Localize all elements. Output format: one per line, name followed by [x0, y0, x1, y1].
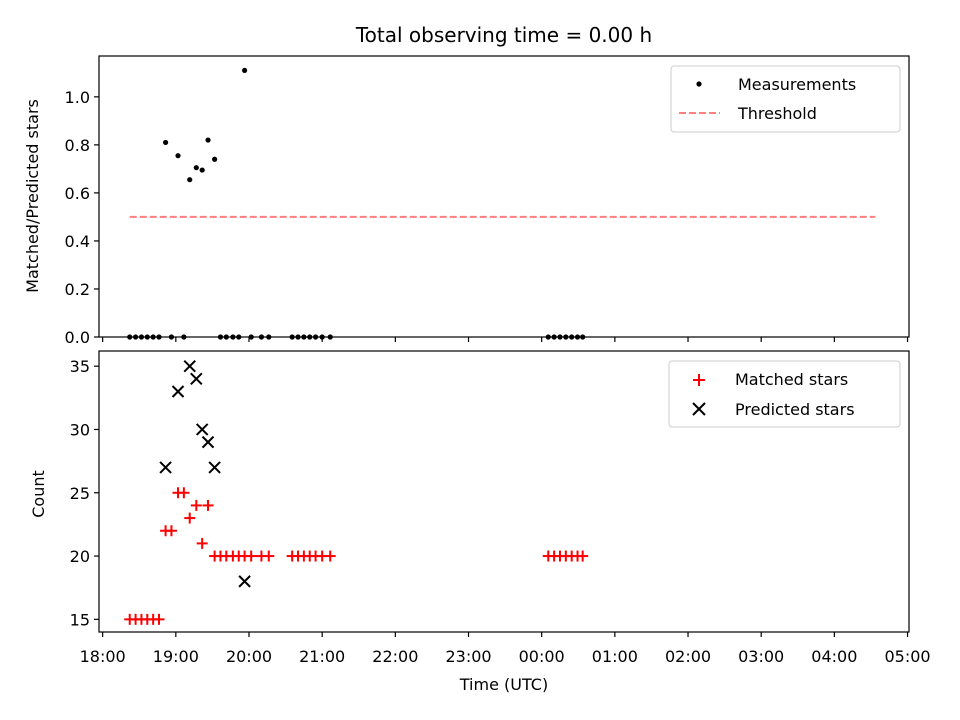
bottom-axes-frame: [98, 350, 910, 633]
legend-matched-label: Matched stars: [735, 370, 848, 389]
bottom-y-axis-label: Count: [29, 470, 48, 518]
matched-stars-point: [153, 613, 165, 625]
x-tick-label-2: 20:00: [226, 647, 272, 666]
x-tick-label-11: 05:00: [884, 647, 930, 666]
bottom-y-tick-label-0: 15: [70, 610, 90, 629]
predicted-stars-point: [190, 372, 203, 386]
top-legend-box: [670, 65, 901, 133]
bottom-y-tick-label-2: 25: [70, 484, 90, 503]
legend-predicted-marker: [692, 402, 706, 416]
top-y-tick-label-1: 0.2: [65, 280, 90, 299]
top-series-0: [127, 67, 586, 340]
matched-stars-point: [165, 525, 177, 537]
matched-stars-point: [196, 537, 208, 549]
measurement-point: [162, 139, 169, 146]
legend-measurements-marker: [696, 81, 702, 87]
matched-stars-point: [263, 550, 275, 562]
predicted-stars-point: [171, 385, 185, 398]
x-tick-label-6: 00:00: [519, 647, 565, 666]
bottom-legend: Matched stars Predicted stars: [668, 360, 901, 428]
x-tick-label-7: 01:00: [592, 647, 638, 666]
matched-stars-point: [324, 550, 336, 562]
matched-stars-point: [245, 550, 257, 562]
predicted-stars-point: [238, 575, 251, 588]
top-y-axis-label: Matched/Predicted stars: [23, 99, 42, 293]
top-y-tick-label-4: 0.8: [65, 136, 90, 155]
x-tick-label-5: 23:00: [445, 647, 491, 666]
x-tick-label-1: 19:00: [153, 647, 199, 666]
bottom-series-0: [124, 487, 589, 625]
predicted-stars-point: [195, 423, 209, 436]
x-tick-label-4: 22:00: [372, 647, 418, 666]
measurement-point: [187, 177, 193, 183]
predicted-stars-point: [159, 461, 172, 474]
predicted-stars-point: [208, 461, 221, 474]
measurement-point: [199, 167, 205, 173]
bottom-panel: 18:00 19:00 20:00 21:00 22:00 23:00 00:00 01:00…: [29, 350, 931, 694]
top-axes-frame: [98, 55, 910, 338]
measurement-point: [175, 153, 181, 159]
legend-measurements-label: Measurements: [738, 75, 856, 94]
bottom-y-tick-label-4: 35: [70, 357, 90, 376]
bottom-plot-area: 18:00 19:00 20:00 21:00 22:00 23:00 00:00 01:00…: [70, 357, 931, 666]
matched-stars-point: [190, 499, 202, 511]
measurement-point: [193, 165, 199, 171]
top-panel: 0.0 0.2 0.4 0.6 0.8 1.0 Matched/Predicted sta…: [23, 55, 910, 347]
measurement-point: [242, 67, 248, 74]
top-y-tick-label-0: 0.0: [65, 328, 90, 347]
x-tick-label-9: 03:00: [738, 647, 784, 666]
top-y-tick-label-2: 0.4: [65, 232, 90, 251]
x-tick-label-8: 02:00: [665, 647, 711, 666]
legend-threshold-label: Threshold: [737, 104, 817, 123]
predicted-stars-point: [183, 359, 196, 373]
measurement-point: [205, 137, 211, 143]
top-legend: Measurements Threshold: [670, 65, 901, 133]
chart-title: Total observing time = 0.00 h: [355, 23, 652, 47]
x-tick-label-10: 04:00: [811, 647, 857, 666]
bottom-series-1: [159, 359, 251, 588]
predicted-stars-point: [201, 435, 215, 449]
matched-stars-point: [178, 487, 190, 499]
top-plot-area: 0.0 0.2 0.4 0.6 0.8 1.0: [65, 67, 909, 347]
bottom-legend-box: [668, 360, 901, 428]
bottom-y-tick-label-1: 20: [70, 547, 90, 566]
x-tick-label-3: 21:00: [299, 647, 345, 666]
legend-predicted-label: Predicted stars: [735, 400, 855, 419]
legend-matched-marker: [693, 374, 705, 386]
matched-stars-point: [202, 499, 214, 511]
x-axis-label: Time (UTC): [459, 675, 548, 694]
bottom-y-tick-label-3: 30: [70, 420, 90, 439]
top-y-tick-label-3: 0.6: [65, 184, 90, 203]
matched-stars-point: [184, 512, 196, 524]
top-y-tick-label-5: 1.0: [65, 88, 90, 107]
measurement-point: [212, 156, 218, 162]
x-tick-label-0: 18:00: [80, 647, 126, 666]
matched-stars-point: [577, 550, 589, 562]
